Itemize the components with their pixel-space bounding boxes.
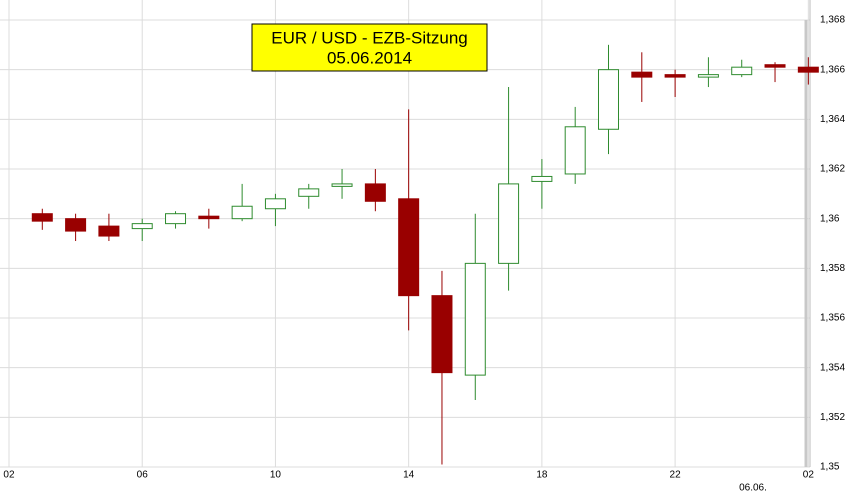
candle-body [198, 215, 220, 220]
y-tick-label: 1,368 [820, 15, 845, 26]
chart-subtitle: 05.06.2014 [327, 48, 412, 67]
candle-body [531, 175, 553, 182]
candle-body [298, 188, 320, 197]
x-tick-label: 22 [670, 470, 682, 481]
x-tick-label: 06 [137, 470, 149, 481]
y-tick-label: 1,36 [820, 213, 840, 224]
candle-body [564, 126, 586, 175]
candle-body [431, 295, 453, 374]
candle-body [364, 183, 386, 202]
chart-title: EUR / USD - EZB-Sitzung [271, 28, 468, 47]
candle-body [631, 71, 653, 78]
y-tick-label: 1,362 [820, 164, 845, 175]
y-tick-label: 1,364 [820, 114, 845, 125]
candle-body [231, 205, 253, 220]
candle-body [165, 213, 187, 225]
x-tick-label: 02 [3, 470, 15, 481]
candles [31, 44, 819, 465]
title-box [251, 23, 488, 72]
candle-body [65, 218, 87, 232]
candle-body [597, 69, 619, 130]
candle-body [764, 64, 786, 68]
candle-body [31, 213, 53, 222]
candle-body [331, 183, 353, 187]
y-tick-label: 1,354 [820, 362, 845, 373]
candle-body [98, 225, 120, 237]
x-tick-label: 10 [270, 470, 282, 481]
candle-body [664, 74, 686, 78]
candle-body [731, 66, 753, 76]
y-tick-label: 1,366 [820, 64, 845, 75]
y-tick-label: 1,35 [820, 462, 840, 473]
candle-body [697, 74, 719, 78]
candle-body [398, 198, 420, 297]
candle-body [464, 262, 486, 376]
candle-body [131, 223, 153, 230]
candle-body [264, 198, 286, 210]
x-tick-label: 14 [403, 470, 415, 481]
candle-body [498, 183, 520, 264]
x-tick-label: 02 [803, 470, 815, 481]
date-annotation: 06.06. [739, 483, 767, 494]
y-tick-label: 1,358 [820, 263, 845, 274]
x-tick-label: 18 [536, 470, 548, 481]
y-tick-label: 1,352 [820, 412, 845, 423]
y-tick-label: 1,356 [820, 313, 845, 324]
candle-body [797, 66, 819, 73]
